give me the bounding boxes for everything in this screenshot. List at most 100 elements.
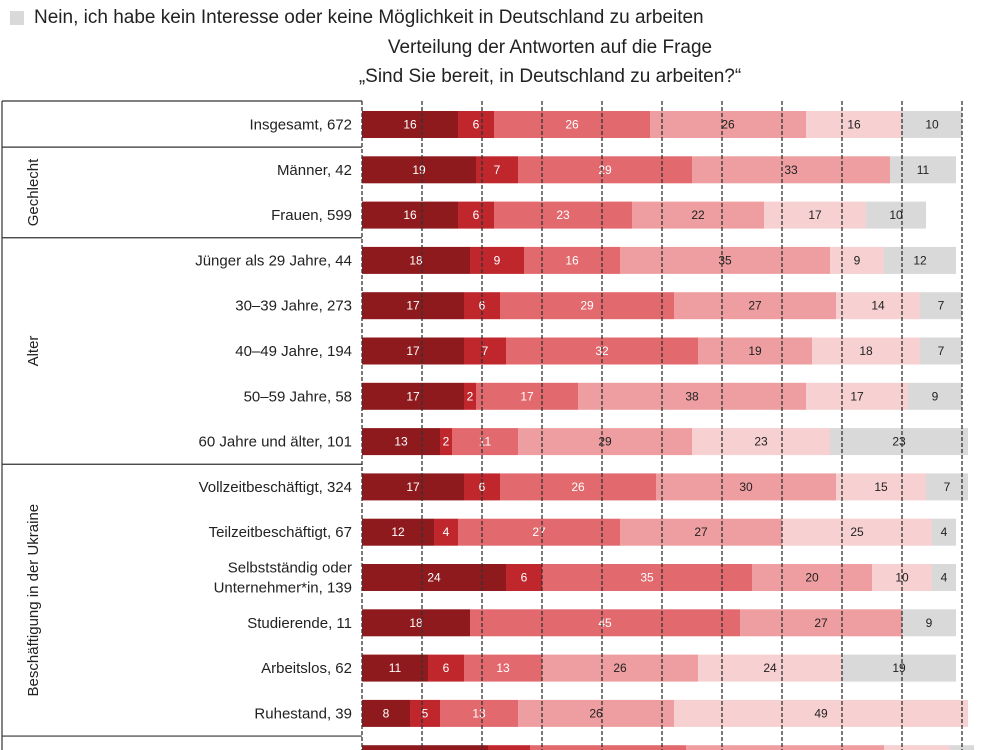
bar-segment-row-13-series-1 [410, 699, 440, 727]
row-label-4: 30–39 Jahre, 273 [235, 298, 352, 315]
bar-segment-row-8-series-5 [926, 473, 968, 501]
bar-segment-row-0-series-4 [806, 111, 902, 138]
bar-label-row-11-series-3: 27 [814, 616, 828, 630]
bar-label-row-0-series-2: 26 [565, 118, 579, 132]
bar-label-row-2-series-0: 16 [403, 208, 417, 222]
bar-segment-row-7-series-2 [452, 428, 518, 456]
bar-label-row-3-series-4: 9 [854, 253, 861, 267]
bar-label-row-4-series-3: 27 [748, 299, 762, 313]
bar-segment-row-11-series-0 [362, 609, 470, 637]
bar-segment-row-6-series-3 [578, 382, 806, 410]
bar-label-row-1-series-2: 29 [598, 163, 612, 177]
bar-segment-row-0-series-0 [362, 111, 458, 138]
bar-label-row-1-series-0: 19 [412, 163, 426, 177]
bar-segment-row-7-series-4 [692, 428, 830, 456]
bar-label-row-0-series-4: 16 [847, 118, 861, 132]
bar-segment-row-12-series-3 [542, 654, 698, 682]
group-label-3: Beschäftigung in der Ukraine [25, 504, 42, 697]
bar-label-row-13-series-1: 5 [422, 706, 429, 720]
row-label-10-line-1: Selbstständig oder [228, 560, 352, 577]
bar-label-row-5-series-3: 19 [748, 344, 762, 358]
bar-label-row-11-series-0: 18 [409, 616, 423, 630]
bar-segment-row-5-series-0 [362, 337, 464, 365]
bar-label-row-12-series-3: 26 [613, 661, 627, 675]
bar-label-row-6-series-2: 17 [520, 389, 534, 403]
bar-label-row-3-series-5: 12 [913, 253, 927, 267]
bar-label-row-13-series-4: 49 [814, 706, 828, 720]
bar-segment-row-1-series-1 [476, 156, 518, 184]
row-label-9: Teilzeitbeschäftigt, 67 [209, 524, 352, 541]
bar-label-row-3-series-1: 9 [494, 253, 501, 267]
row-label-3: Jünger als 29 Jahre, 44 [195, 252, 352, 269]
bar-segment-row-13-series-0 [362, 699, 410, 727]
bar-label-row-7-series-2: 11 [479, 435, 492, 449]
bar-label-row-6-series-5: 9 [932, 389, 939, 403]
bar-label-row-7-series-0: 13 [394, 435, 408, 449]
bar-label-row-9-series-5: 4 [941, 525, 948, 539]
bar-segment-row-14-series-4 [884, 745, 950, 750]
bar-segment-row-12-series-5 [842, 654, 956, 682]
bar-segment-row-3-series-3 [620, 246, 830, 274]
chart-title-line-2: „Sind Sie bereit, in Deutschland zu arbe… [358, 66, 742, 87]
bar-label-row-9-series-0: 12 [391, 525, 405, 539]
bar-label-row-12-series-5: 19 [892, 661, 906, 675]
bar-segment-row-3-series-0 [362, 246, 470, 274]
bar-segment-row-7-series-0 [362, 428, 440, 456]
bar-segment-row-6-series-2 [476, 382, 578, 410]
bar-label-row-10-series-2: 35 [640, 571, 654, 585]
bar-segment-row-14-series-3 [686, 745, 884, 750]
bar-label-row-1-series-1: 7 [494, 163, 501, 177]
bar-segment-row-0-series-5 [902, 111, 962, 138]
bar-label-row-6-series-1: 2 [467, 389, 474, 403]
row-label-0: Insgesamt, 672 [249, 117, 352, 134]
bar-label-row-4-series-4: 14 [871, 299, 885, 313]
bar-segment-row-9-series-3 [620, 518, 782, 546]
row-label-12: Arbeitslos, 62 [261, 660, 352, 677]
bar-segment-row-6-series-1 [464, 382, 476, 410]
row-label-5: 40–49 Jahre, 194 [235, 343, 352, 360]
bar-segment-row-14-series-0 [362, 745, 488, 750]
bar-segment-row-12-series-0 [362, 654, 428, 682]
bar-segment-row-0-series-1 [458, 111, 494, 138]
bar-label-row-5-series-4: 18 [859, 344, 873, 358]
bar-segment-row-9-series-5 [932, 518, 956, 546]
bar-segment-row-14-series-1 [488, 745, 530, 750]
bar-label-row-8-series-0: 17 [406, 480, 420, 494]
bar-segment-row-13-series-2 [440, 699, 518, 727]
bar-segment-row-3-series-2 [524, 246, 620, 274]
bar-segment-row-14-series-5 [950, 745, 974, 750]
bar-segment-row-3-series-4 [830, 246, 884, 274]
bar-segment-row-10-series-5 [932, 564, 956, 591]
bar-label-row-6-series-4: 17 [850, 389, 864, 403]
bar-label-row-3-series-3: 35 [718, 253, 732, 267]
bar-label-row-3-series-0: 18 [409, 253, 423, 267]
bar-segment-row-11-series-2 [470, 609, 740, 637]
bar-segment-row-8-series-4 [836, 473, 926, 501]
bar-label-row-12-series-4: 24 [763, 661, 777, 675]
bar-segment-row-12-series-2 [464, 654, 542, 682]
bar-segment-row-6-series-4 [806, 382, 908, 410]
bar-label-row-10-series-5: 4 [941, 571, 948, 585]
bar-label-row-8-series-2: 26 [571, 480, 585, 494]
bar-segment-row-2-series-1 [458, 201, 494, 229]
bar-label-row-0-series-1: 6 [473, 118, 480, 132]
row-label-2: Frauen, 599 [271, 207, 352, 224]
bar-segment-row-2-series-2 [494, 201, 632, 229]
bar-label-row-10-series-3: 20 [805, 571, 819, 585]
bar-label-row-13-series-2: 13 [472, 706, 486, 720]
bar-label-row-0-series-0: 16 [403, 118, 417, 132]
bar-label-row-6-series-0: 17 [406, 389, 420, 403]
bar-segment-row-3-series-5 [884, 246, 956, 274]
legend-swatch [10, 11, 24, 25]
row-label-11: Studierende, 11 [247, 615, 352, 632]
bar-label-row-8-series-3: 30 [739, 480, 753, 494]
bar-segment-row-10-series-1 [506, 564, 542, 591]
bar-segment-row-5-series-3 [698, 337, 812, 365]
bar-label-row-8-series-5: 7 [944, 480, 951, 494]
legend: Nein, ich habe kein Interesse oder keine… [10, 6, 704, 30]
group-label-2: Alter [25, 336, 42, 367]
bar-label-row-2-series-2: 23 [556, 208, 570, 222]
bar-label-row-11-series-5: 9 [926, 616, 933, 630]
bar-segment-row-9-series-4 [782, 518, 932, 546]
